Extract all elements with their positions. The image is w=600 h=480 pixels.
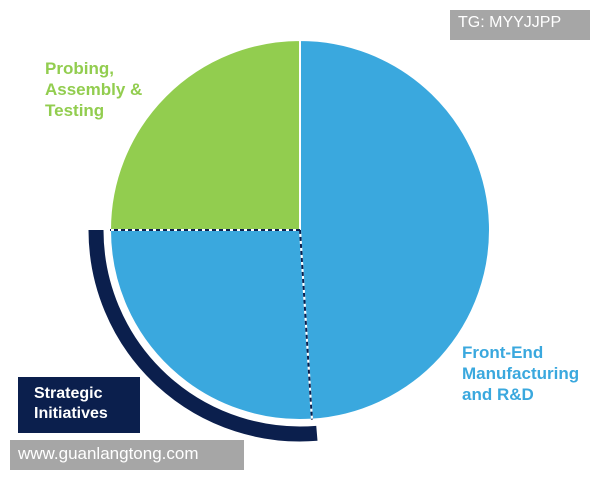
slice-label: Front-End Manufacturing and R&D bbox=[462, 343, 580, 404]
pie-slice bbox=[108, 38, 301, 231]
slice-divider bbox=[299, 229, 313, 420]
slice-label: Probing, Assembly & Testing bbox=[45, 59, 143, 120]
annotation-label: Strategic Initiatives bbox=[18, 377, 140, 433]
pie-slice bbox=[108, 229, 313, 421]
pie-slice bbox=[299, 38, 491, 421]
watermark: www.guanlangtong.com bbox=[10, 440, 244, 470]
watermark: TG: MYYJJPP bbox=[450, 10, 590, 40]
annotation-arc bbox=[88, 229, 318, 442]
